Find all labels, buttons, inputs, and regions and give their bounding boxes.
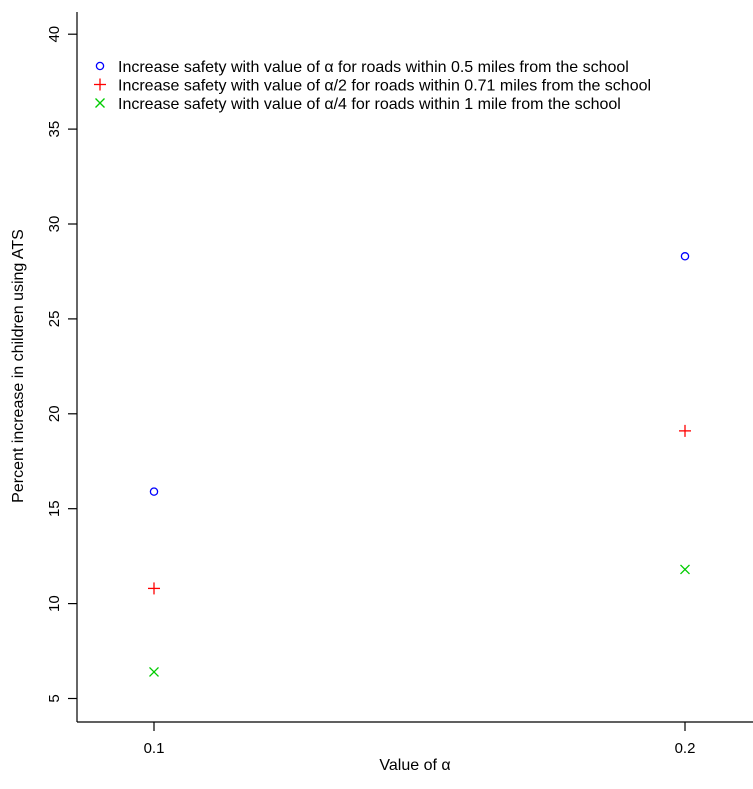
legend-marker-series-3 [95, 98, 105, 108]
legend-label-series-2: Increase safety with value of α/2 for ro… [118, 78, 651, 95]
y-tick-label: 20 [46, 405, 63, 422]
x-ticks: 0.10.20.3 [144, 722, 696, 757]
y-ticks: 5 10 15 20 25 30 35 40 [46, 26, 77, 703]
x-axis-title: Value of α [379, 757, 450, 774]
y-tick-label: 40 [46, 26, 63, 43]
data-point-series-2 [679, 424, 691, 437]
y-tick-label: 10 [46, 595, 63, 612]
data-points [148, 252, 691, 677]
axes [76, 12, 753, 723]
y-tick-label: 25 [46, 311, 63, 328]
legend-marker-series-1 [95, 61, 105, 71]
y-tick-label: 15 [46, 500, 63, 517]
data-point-series-1 [680, 252, 690, 261]
y-tick-label: 5 [46, 694, 63, 702]
legend-label-series-3: Increase safety with value of α/4 for ro… [118, 96, 621, 113]
data-point-series-3 [680, 564, 690, 575]
x-tick-label: 0.1 [144, 740, 165, 757]
x-tick-label: 0.2 [675, 740, 696, 757]
legend-marker-series-2 [94, 78, 106, 91]
y-axis-title: Percent increase in children using ATS [10, 229, 27, 503]
legend: Increase safety with value of α for road… [94, 59, 651, 113]
legend-label-series-1: Increase safety with value of α for road… [118, 59, 629, 76]
y-tick-label: 35 [46, 121, 63, 138]
data-point-series-1 [149, 487, 159, 496]
data-point-series-3 [149, 666, 159, 677]
y-tick-label: 30 [46, 216, 63, 233]
data-point-series-2 [148, 582, 160, 595]
